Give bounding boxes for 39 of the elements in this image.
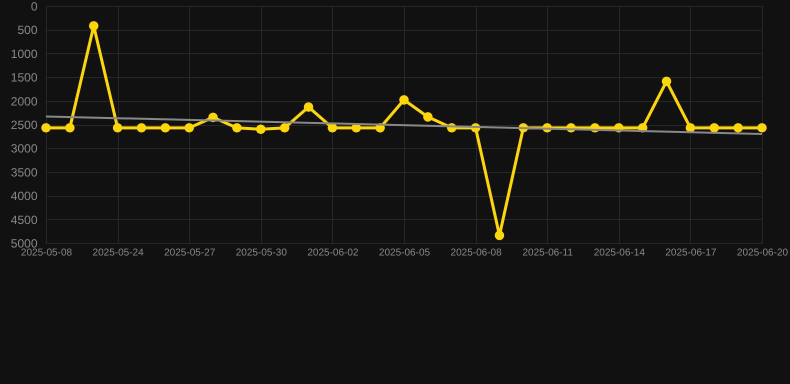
x-tick-label: 2025-05-30 [236,248,288,258]
x-tick-label: 2025-06-08 [450,248,502,258]
point [88,21,98,31]
point [41,123,51,133]
x-tick-label: 2025-05-24 [92,248,144,258]
x-tick-label: 2025-06-11 [522,248,574,258]
y-tick-label: 2000 [10,94,38,108]
point [662,76,672,86]
y-tick-label: 4500 [10,212,38,227]
point [710,123,720,133]
point [399,95,409,105]
y-tick-label: 3000 [10,142,38,156]
x-tick-label: 2025-06-02 [307,248,359,258]
point [494,230,504,240]
x-tick-label: 2025-05-08 [20,248,73,258]
y-tick-label: 0 [30,0,38,14]
point [256,124,266,134]
y-tick-label: 500 [17,23,38,38]
x-tick-label: 2025-06-17 [665,248,717,258]
point [136,123,146,133]
point [112,123,122,133]
x-tick-label: 2025-05-27 [164,248,216,258]
point [65,123,75,133]
point [232,123,242,133]
point [160,123,170,133]
point [304,102,314,112]
y-tick-label: 2500 [10,118,38,132]
point [184,123,194,133]
point [733,123,743,133]
y-tick-label: 1500 [10,70,38,85]
point [423,112,433,122]
x-tick-label: 2025-06-05 [378,248,431,258]
y-tick-label: 3500 [10,165,38,180]
x-tick-label: 2025-06-14 [594,248,646,258]
point [757,123,767,133]
point [280,123,290,133]
y-tick-label: 1000 [10,46,38,61]
y-tick-label: 4000 [10,189,38,204]
x-tick-label: 2025-06-20 [736,248,789,258]
